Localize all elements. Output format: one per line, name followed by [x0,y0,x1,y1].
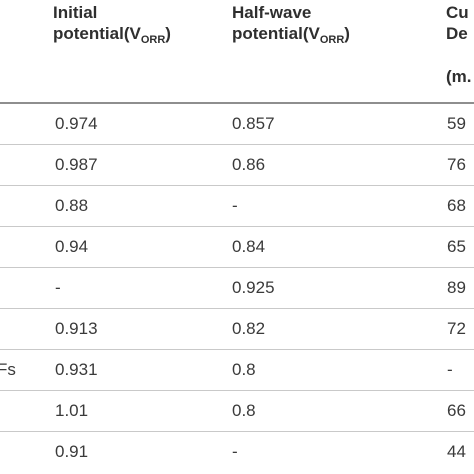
table-row: - 0.925 89 [0,268,474,309]
cell-current: 72 [447,319,466,338]
cell-initial: 0.913 [55,319,98,338]
cell-current: 44 [447,442,466,461]
header-current-line2: De [446,24,468,43]
table-row: 0.88 - 68 [0,186,474,227]
header-current-line1: Cu [446,3,469,22]
cell-initial: 0.931 [55,360,98,379]
cell-initial: 0.974 [55,114,98,133]
table-row: 0.987 0.86 76 [0,145,474,186]
header-half-close: ) [344,24,350,43]
header-initial-potential: Initial potential(VORR) [53,2,171,51]
cell-current: 89 [447,278,466,297]
cell-initial: 0.987 [55,155,98,174]
header-half-line1: Half-wave [232,3,312,22]
cell-half-wave: - [232,442,238,461]
cell-initial: 1.01 [55,401,89,420]
table-header: Initial potential(VORR) Half-wave potent… [0,0,474,102]
table-row: Fs 0.931 0.8 - [0,350,474,391]
cell-half-wave: - [232,196,238,215]
cell-half-wave: 0.82 [232,319,266,338]
header-initial-close: ) [165,24,171,43]
cell-current: 76 [447,155,466,174]
cell-half-wave: 0.84 [232,237,266,256]
cell-half-wave: 0.8 [232,360,256,379]
cell-current: 65 [447,237,466,256]
header-half-subscript: ORR [319,34,345,46]
cell-initial: 0.91 [55,442,89,461]
cell-half-wave: 0.925 [232,278,275,297]
table-row: 1.01 0.8 66 [0,391,474,432]
row-name: Fs [0,360,16,379]
cell-half-wave: 0.8 [232,401,256,420]
header-half-line2: potential(V [232,24,320,43]
cell-initial: - [55,278,61,297]
cell-current: 59 [447,114,466,133]
cell-initial: 0.94 [55,237,89,256]
header-current-density: Cu De (m. [446,2,472,87]
table-row: 0.913 0.82 72 [0,309,474,350]
cell-half-wave: 0.86 [232,155,266,174]
header-divider [0,102,474,104]
header-current-unit: (m. [446,67,472,86]
cell-current: - [447,360,453,379]
table-row: 0.974 0.857 59 [0,104,474,145]
cell-current: 68 [447,196,466,215]
cell-half-wave: 0.857 [232,114,275,133]
cell-initial: 0.88 [55,196,89,215]
header-initial-line1: Initial [53,3,98,22]
header-half-wave-potential: Half-wave potential(VORR) [232,2,350,51]
header-initial-subscript: ORR [140,34,166,46]
header-initial-line2: potential(V [53,24,141,43]
cell-current: 66 [447,401,466,420]
table-row: 0.91 - 44 [0,432,474,473]
table-row: 0.94 0.84 65 [0,227,474,268]
